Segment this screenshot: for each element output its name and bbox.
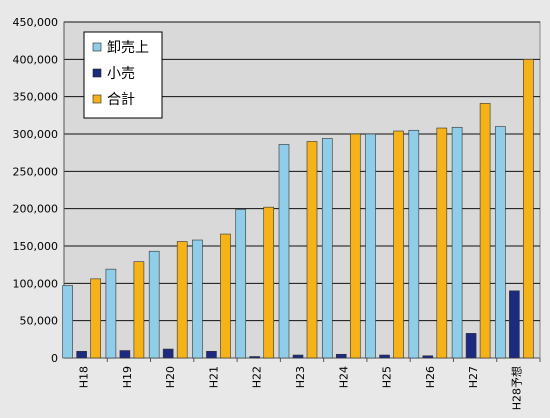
x-tick-label: H18 xyxy=(78,366,91,388)
bar-total xyxy=(480,103,490,358)
x-tick-label: H24 xyxy=(337,366,350,388)
bar-retail xyxy=(77,351,87,358)
bar-total xyxy=(91,279,101,358)
legend-swatch xyxy=(93,95,101,103)
bar-retail xyxy=(120,351,130,358)
bar-wholesale xyxy=(495,127,505,358)
bar-total xyxy=(437,128,447,358)
y-tick-label: 100,000 xyxy=(13,277,59,290)
y-tick-label: 300,000 xyxy=(13,128,59,141)
legend-label: 卸売上 xyxy=(107,40,149,56)
bar-total xyxy=(220,234,230,358)
bar-total xyxy=(523,59,533,358)
x-tick-label: H26 xyxy=(424,366,437,388)
y-tick-label: 150,000 xyxy=(13,240,59,253)
bar-total xyxy=(350,134,360,358)
bar-wholesale xyxy=(106,269,116,358)
bar-wholesale xyxy=(149,251,159,358)
bar-retail xyxy=(163,349,173,358)
x-tick-label: H23 xyxy=(294,366,307,388)
bar-retail xyxy=(336,354,346,358)
y-tick-label: 400,000 xyxy=(13,53,59,66)
bar-total xyxy=(264,207,274,358)
y-tick-label: 350,000 xyxy=(13,91,59,104)
y-tick-label: 200,000 xyxy=(13,203,59,216)
bar-total xyxy=(177,242,187,358)
bar-retail xyxy=(423,356,433,358)
bar-wholesale xyxy=(236,209,246,358)
bar-wholesale xyxy=(452,127,462,358)
bar-retail xyxy=(380,355,390,358)
bar-wholesale xyxy=(192,240,202,358)
y-tick-label: 50,000 xyxy=(20,315,59,328)
bar-retail xyxy=(250,357,260,358)
x-tick-label: H25 xyxy=(381,366,394,388)
y-tick-label: 450,000 xyxy=(13,16,59,29)
y-tick-label: 250,000 xyxy=(13,165,59,178)
x-tick-label: H22 xyxy=(251,366,264,388)
bar-retail xyxy=(293,355,303,358)
legend-label: 小売 xyxy=(107,66,135,82)
x-tick-label: H19 xyxy=(121,366,134,388)
legend-swatch xyxy=(93,43,101,51)
bar-wholesale xyxy=(322,138,332,358)
x-tick-label: H20 xyxy=(164,366,177,388)
bar-retail xyxy=(509,291,519,358)
legend-swatch xyxy=(93,69,101,77)
bar-wholesale xyxy=(409,130,419,358)
bar-total xyxy=(307,141,317,358)
bar-wholesale xyxy=(63,286,73,358)
bar-total xyxy=(394,131,404,358)
bar-wholesale xyxy=(366,134,376,358)
x-tick-label: H27 xyxy=(467,366,480,388)
bar-total xyxy=(134,262,144,358)
bar-retail xyxy=(206,351,216,358)
x-tick-label: H28予想 xyxy=(509,366,523,410)
bar-retail xyxy=(466,333,476,358)
y-tick-label: 0 xyxy=(51,352,58,365)
x-tick-label: H21 xyxy=(207,366,220,388)
bar-wholesale xyxy=(279,144,289,358)
legend-label: 合計 xyxy=(107,92,135,108)
